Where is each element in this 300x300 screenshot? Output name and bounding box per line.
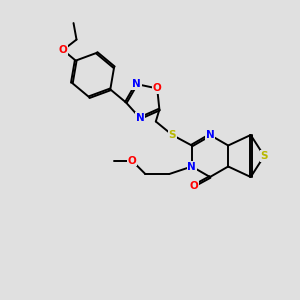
Text: S: S (260, 151, 268, 161)
Text: N: N (136, 113, 144, 123)
Text: O: O (189, 181, 198, 191)
Text: O: O (128, 155, 136, 166)
Text: S: S (169, 130, 176, 140)
Text: O: O (58, 45, 68, 55)
Text: N: N (206, 130, 214, 140)
Text: N: N (188, 161, 196, 172)
Text: O: O (153, 83, 162, 94)
Text: N: N (132, 79, 141, 89)
